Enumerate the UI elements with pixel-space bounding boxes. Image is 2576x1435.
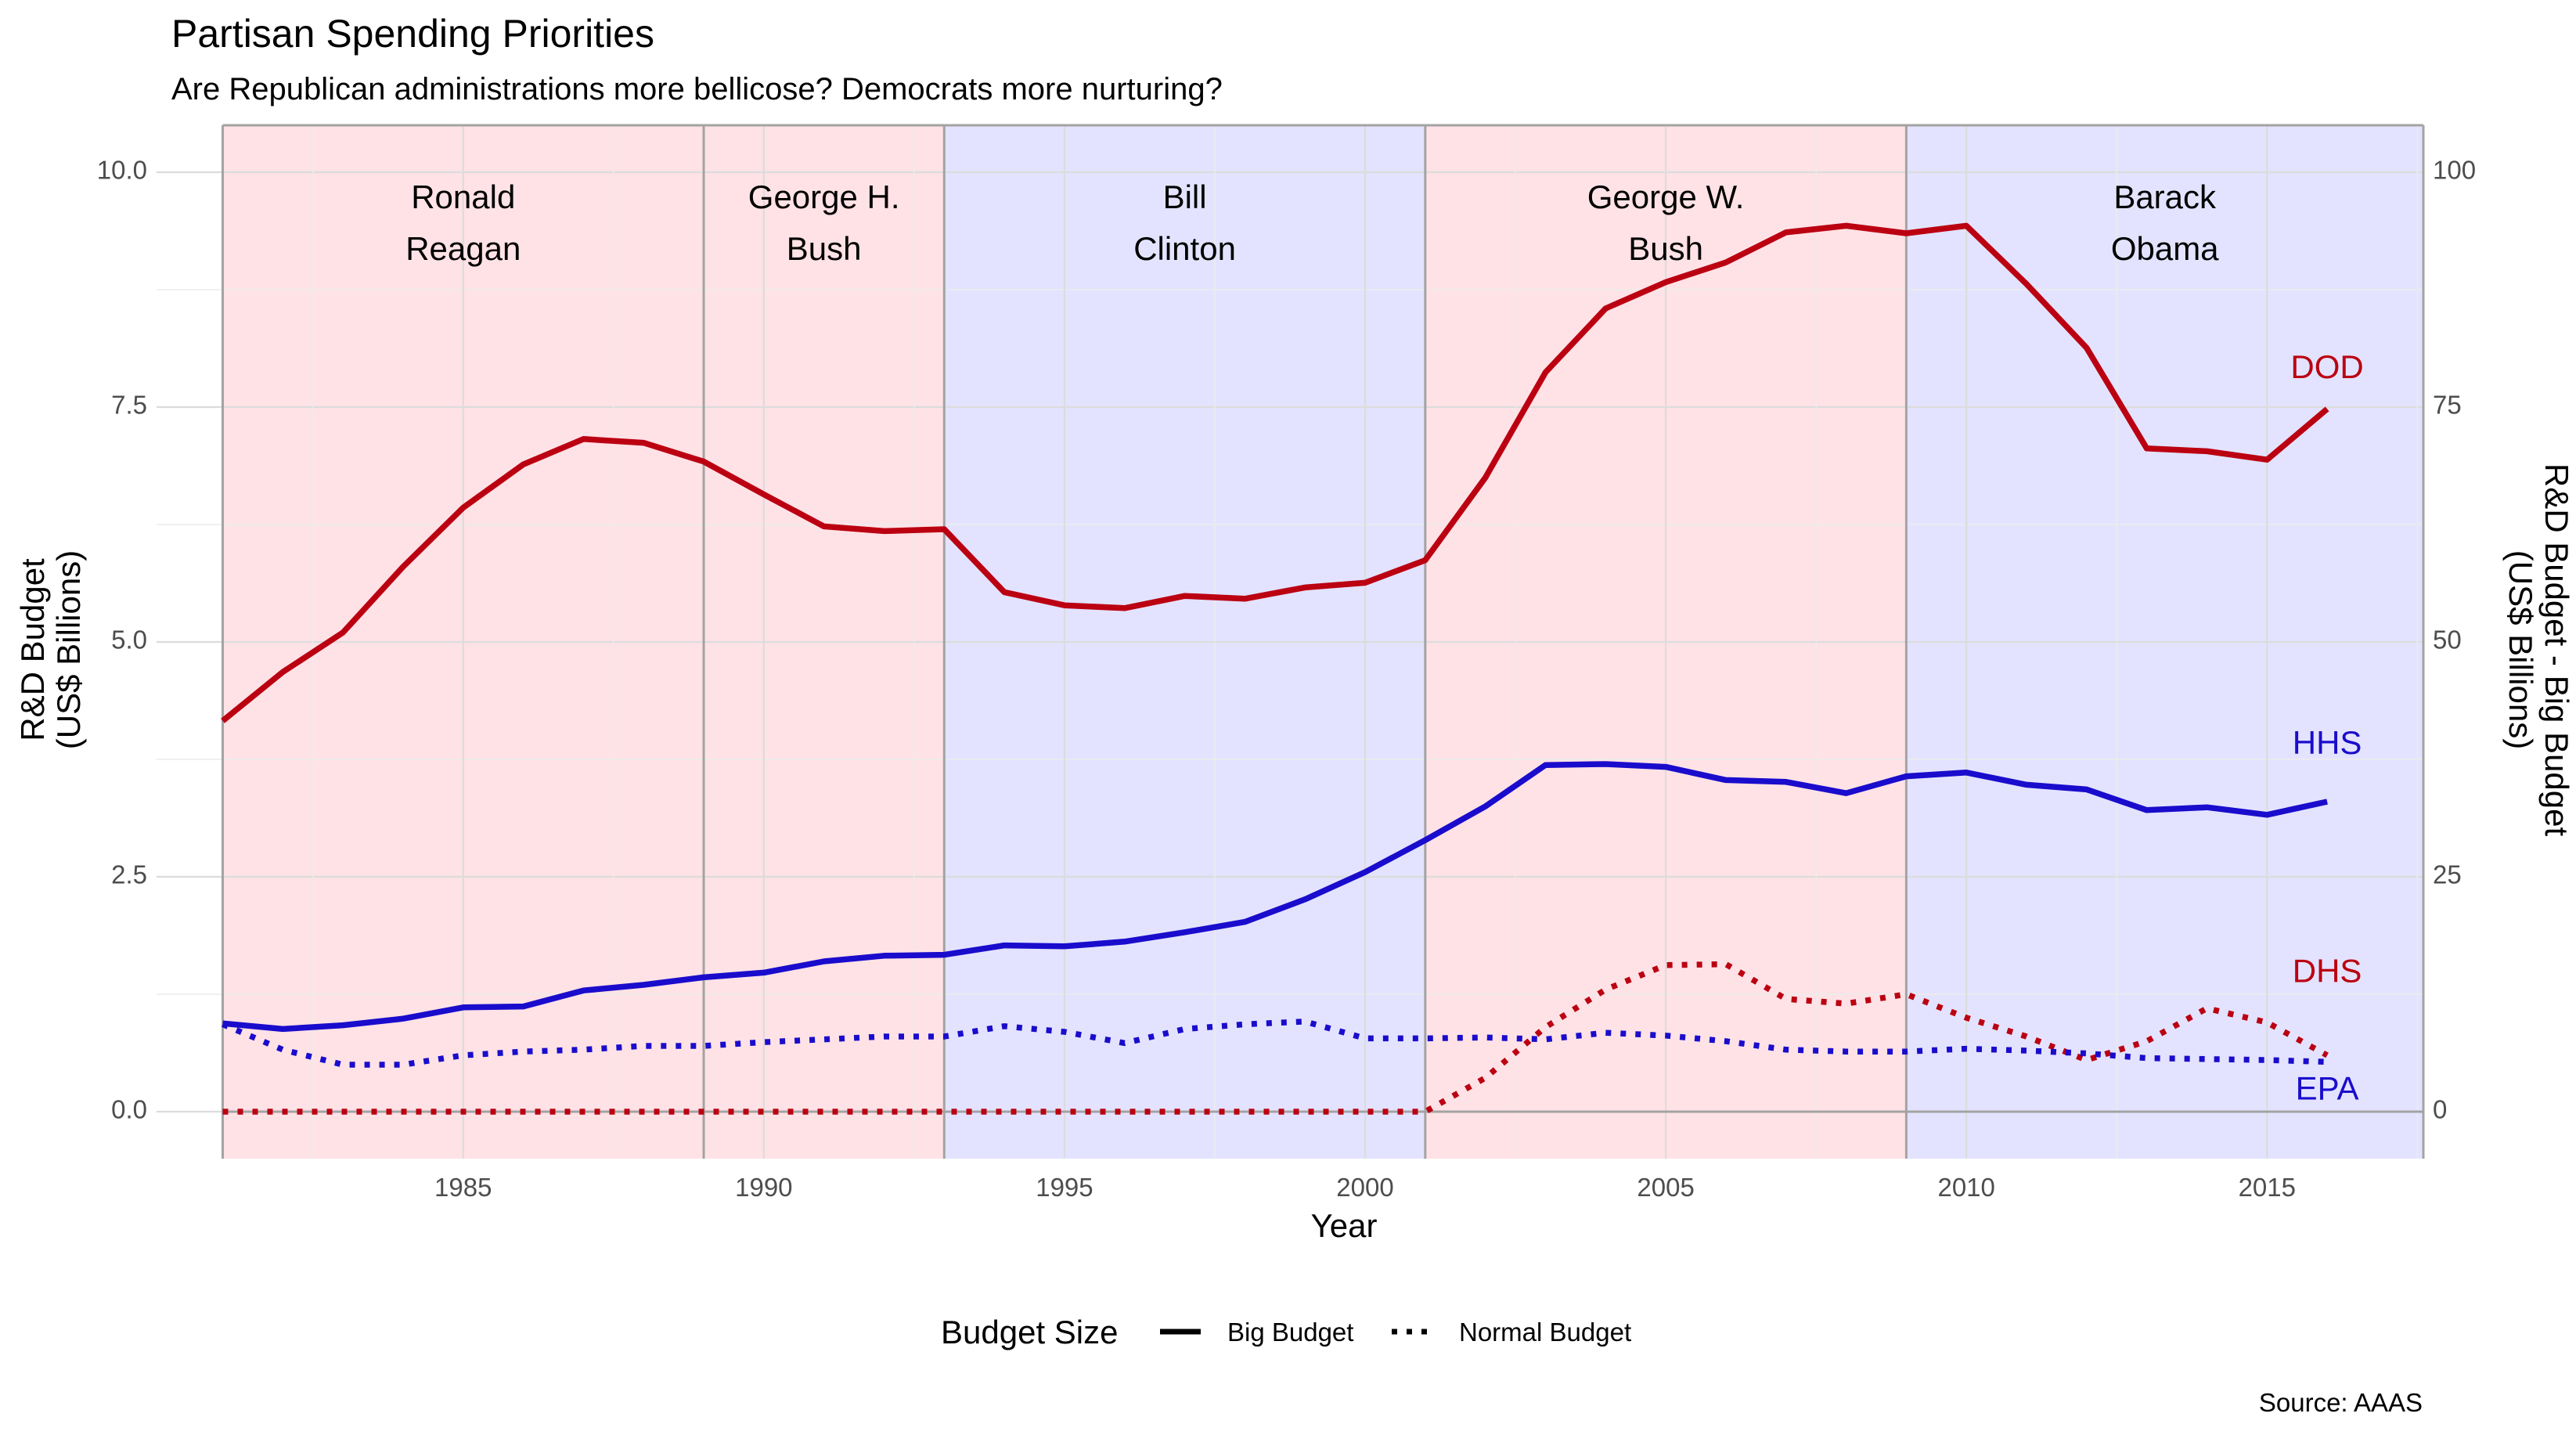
chart-title: Partisan Spending Priorities: [171, 12, 654, 56]
x-tick-label: 2000: [1336, 1173, 1393, 1202]
admin-label-ronald-reagan-line2: Reagan: [405, 230, 521, 267]
legend: Budget Size Big Budget Normal Budget: [941, 1314, 1631, 1350]
x-tick-label: 2010: [1937, 1173, 1994, 1202]
series-line-dod: [221, 222, 2329, 723]
y-tick-label-right: 0: [2433, 1095, 2447, 1124]
administration-dividers: [221, 124, 2425, 1159]
x-axis-title: Year: [1311, 1207, 1378, 1244]
administration-labels: Ronald Reagan George H. Bush Bill Clinton Geor…: [405, 178, 2219, 267]
chart-subtitle: Are Republican administrations more bell…: [171, 72, 1223, 106]
x-tick-label: 2015: [2239, 1173, 2296, 1202]
y-tick-label-left: 2.5: [111, 860, 147, 889]
admin-label-george-w-bush-line1: George W.: [1587, 178, 1745, 215]
y-tick-label-right: 50: [2433, 626, 2462, 654]
series-label-dhs: DHS: [2293, 953, 2362, 990]
y-axis-title-right-line1: R&D Budget - Big Budget: [2538, 463, 2575, 837]
x-tick-label: 1985: [434, 1173, 492, 1202]
y-axis-title-left-line2: (US$ Billions): [50, 550, 87, 749]
admin-label-george-h-bush-line2: Bush: [787, 230, 862, 267]
admin-label-george-h-bush-line1: George H.: [748, 178, 900, 215]
gridlines: [157, 125, 2423, 1159]
y-axis-title-right-line2: (US$ Billions): [2502, 550, 2539, 749]
x-tick-label: 2005: [1637, 1173, 1694, 1202]
series-labels: DOD HHS DHS EPA: [2290, 348, 2363, 1107]
series-lines: [221, 222, 2329, 1115]
y-tick-label-left: 5.0: [111, 626, 147, 654]
admin-label-barack-obama-line1: Barack: [2113, 178, 2217, 215]
y-tick-label-left: 7.5: [111, 391, 147, 420]
admin-label-barack-obama-line2: Obama: [2111, 230, 2219, 267]
series-line-hhs: [222, 761, 2328, 1033]
series-label-epa: EPA: [2296, 1070, 2359, 1107]
caption: Source: AAAS: [2259, 1388, 2423, 1417]
legend-label-big-budget: Big Budget: [1227, 1318, 1353, 1347]
y-axis-title-left-line1: R&D Budget: [14, 558, 51, 741]
y-tick-label-left: 10.0: [97, 156, 147, 185]
x-tick-label: 1995: [1036, 1173, 1093, 1202]
admin-label-ronald-reagan-line1: Ronald: [411, 178, 515, 215]
x-tick-label: 1990: [735, 1173, 792, 1202]
series-line-epa: [222, 1019, 2328, 1068]
axis-ticks: 1985 1990 1995 2000 2005 2010 2015 0.0 2.5 5.0 7.5…: [97, 156, 2476, 1202]
admin-label-george-w-bush-line2: Bush: [1628, 230, 1703, 267]
y-tick-label-left: 0.0: [111, 1095, 147, 1124]
y-tick-label-right: 25: [2433, 860, 2462, 889]
legend-title: Budget Size: [941, 1314, 1119, 1350]
y-axis-title-left: R&D Budget (US$ Billions): [14, 550, 87, 749]
admin-label-bill-clinton-line1: Bill: [1163, 178, 1207, 215]
legend-label-normal-budget: Normal Budget: [1459, 1318, 1631, 1347]
admin-label-bill-clinton-line2: Clinton: [1133, 230, 1236, 267]
y-axis-title-right: R&D Budget - Big Budget (US$ Billions): [2502, 463, 2575, 837]
series-label-hhs: HHS: [2293, 724, 2362, 761]
y-tick-label-right: 100: [2433, 156, 2476, 185]
series-label-dod: DOD: [2290, 348, 2363, 385]
y-tick-label-right: 75: [2433, 391, 2462, 420]
